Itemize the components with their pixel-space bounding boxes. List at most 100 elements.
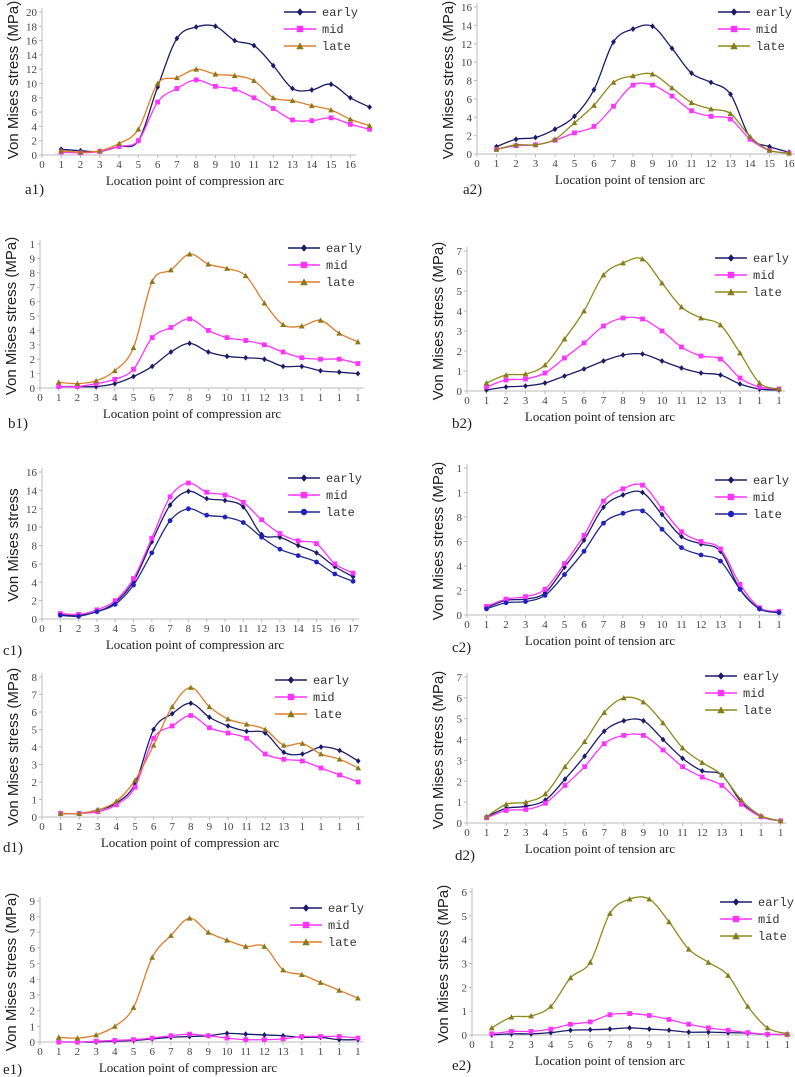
legend-marker-triangle-icon: [717, 706, 725, 714]
x-tick-label: 1: [355, 821, 361, 833]
y-tick-label: 18: [26, 21, 38, 33]
data-point-late: [660, 719, 666, 726]
series-line-mid: [61, 79, 370, 154]
x-tick-label: 7: [169, 821, 175, 833]
x-tick-label: 1: [355, 1046, 361, 1058]
data-point-early: [205, 349, 211, 355]
y-tick-label: 9: [30, 896, 36, 908]
data-point-late: [547, 1003, 554, 1009]
x-tick-label: 3: [523, 395, 529, 407]
legend-marker-diamond-icon: [287, 676, 295, 684]
data-point-early: [621, 717, 627, 724]
x-tick-label: 3: [528, 1039, 534, 1051]
y-tick-label: 4: [30, 974, 36, 986]
x-tick-label: 12: [259, 392, 270, 404]
data-point-early: [680, 755, 685, 762]
x-tick-label: 6: [149, 623, 155, 635]
x-axis-label: Location point of tension arc: [555, 172, 705, 187]
x-tick-label: 3: [97, 159, 103, 171]
x-tick-label: 3: [523, 619, 529, 631]
data-point-late: [679, 545, 684, 551]
data-point-late: [224, 937, 230, 943]
x-tick-label: 5: [132, 821, 138, 833]
data-point-mid: [523, 376, 528, 382]
y-tick-label: 2: [457, 346, 463, 358]
data-point-mid: [659, 328, 665, 334]
x-tick-label: 1: [494, 158, 500, 170]
x-tick-label: 1: [300, 821, 306, 833]
data-point-late: [649, 71, 656, 77]
data-point-early: [562, 373, 567, 379]
data-point-mid: [225, 730, 231, 736]
data-point-late: [620, 694, 627, 701]
panel-label: e1): [3, 1062, 22, 1077]
data-point-late: [295, 553, 301, 559]
y-tick-label: 4: [457, 306, 463, 318]
data-point-mid: [543, 800, 548, 806]
y-tick-label: 6: [32, 107, 38, 119]
data-point-late: [289, 97, 296, 104]
data-point-early: [698, 370, 704, 376]
data-point-late: [222, 514, 228, 520]
data-point-mid: [224, 1035, 230, 1041]
chart-panel-e2: 0 1 2 3 4 5 6 0 1 2 3 4 5 6 7 8 9 1 1 1 1 1 1 1 early mid late Loca…: [435, 885, 794, 1074]
x-axis-label: Location point of compression arc: [103, 406, 282, 421]
panel-label: e2): [452, 1058, 471, 1074]
y-tick-label: 8: [30, 268, 36, 280]
x-axis-label: Location point of tension arc: [525, 409, 675, 424]
series-line-late: [58, 917, 359, 1039]
legend-item-mid: mid: [284, 23, 344, 37]
data-point-early: [295, 542, 301, 549]
legend-label: mid: [753, 491, 775, 505]
data-point-late: [193, 66, 200, 72]
legend-label: early: [326, 472, 362, 486]
x-tick-label: 0: [37, 1046, 43, 1058]
x-tick-label: 1: [739, 827, 745, 839]
x-tick-label: 4: [112, 392, 118, 404]
data-point-early: [581, 537, 587, 544]
series-mid: [56, 316, 361, 389]
y-tick-label: 6: [467, 94, 473, 106]
data-point-late: [744, 1003, 751, 1009]
data-point-mid: [650, 82, 655, 88]
x-tick-label: 10: [229, 159, 241, 171]
x-tick-label: 8: [620, 619, 626, 631]
legend-marker-square-icon: [287, 693, 295, 701]
y-tick-label: 7: [457, 672, 463, 684]
data-point-late: [130, 1004, 137, 1010]
data-point-early: [581, 366, 587, 372]
data-point-late: [522, 371, 529, 377]
x-tick-label: 7: [168, 1046, 174, 1058]
data-point-mid: [601, 741, 607, 747]
data-point-mid: [112, 376, 118, 382]
data-point-mid: [56, 384, 62, 389]
series-late: [483, 694, 784, 824]
x-tick-label: 5: [568, 1039, 574, 1051]
data-point-late: [332, 571, 338, 577]
x-tick-label: 10: [658, 827, 670, 839]
data-point-late: [503, 600, 509, 606]
data-point-late: [717, 322, 724, 328]
legend-marker-diamond-icon: [727, 476, 735, 484]
data-point-late: [94, 609, 100, 615]
data-point-late: [581, 308, 587, 314]
x-tick-label: 6: [149, 392, 155, 404]
data-point-mid: [699, 774, 705, 780]
data-point-mid: [132, 784, 138, 790]
legend-item-mid: mid: [288, 489, 348, 503]
x-tick-label: 8: [621, 827, 627, 839]
legend-marker-triangle-icon: [732, 932, 740, 940]
data-point-early: [244, 728, 249, 735]
data-point-late: [328, 107, 334, 113]
y-tick-label: 1: [30, 1021, 36, 1033]
data-point-mid: [244, 735, 249, 741]
data-point-late: [74, 380, 81, 387]
data-point-early: [666, 1027, 672, 1034]
y-tick-label: 6: [30, 297, 36, 309]
legend-marker-square-icon: [296, 25, 304, 33]
y-tick-label: 16: [26, 36, 38, 48]
data-point-mid: [347, 121, 353, 127]
